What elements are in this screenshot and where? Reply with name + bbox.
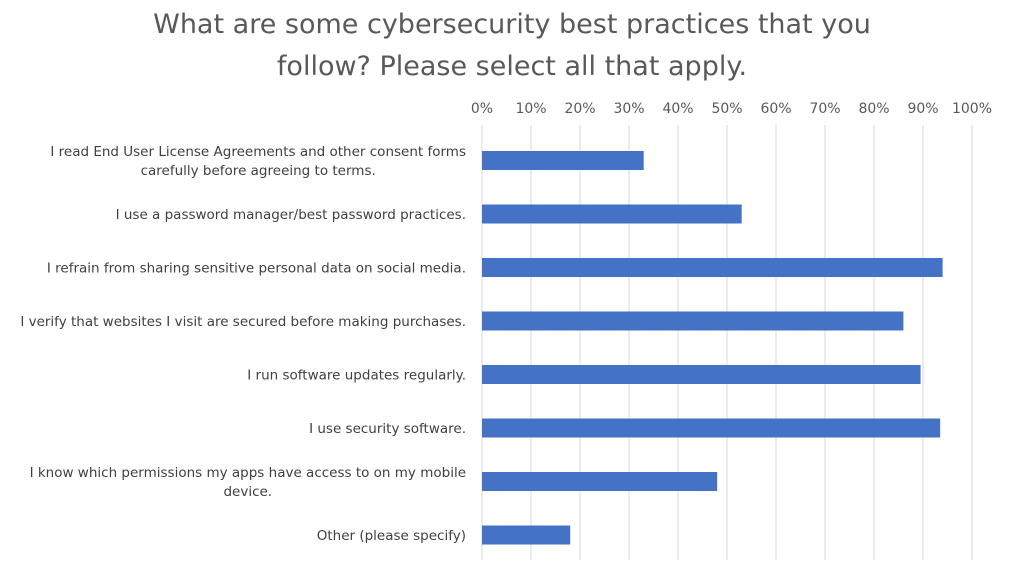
- x-tick-label: 70%: [809, 101, 840, 117]
- bar: [482, 311, 904, 331]
- category-label-line: I use security software.: [309, 421, 466, 437]
- bars: [482, 151, 943, 545]
- x-tick-label: 10%: [515, 101, 546, 117]
- category-label-line: device.: [223, 484, 272, 500]
- x-tick-label: 0%: [471, 101, 493, 117]
- x-tick-label: 60%: [760, 101, 791, 117]
- x-tick-label: 100%: [952, 101, 992, 117]
- x-tick-label: 80%: [858, 101, 889, 117]
- category-label-line: Other (please specify): [317, 528, 466, 544]
- chart-title: What are some cybersecurity best practic…: [0, 4, 1024, 88]
- bar: [482, 365, 921, 384]
- category-label-line: I know which permissions my apps have ac…: [30, 465, 466, 481]
- bar: [482, 525, 571, 545]
- category-label: I use security software.: [309, 421, 466, 437]
- category-label-line: I run software updates regularly.: [247, 368, 466, 384]
- x-tick-label: 40%: [662, 101, 693, 117]
- chart-title-line-1: What are some cybersecurity best practic…: [153, 9, 871, 40]
- category-label: I use a password manager/best password p…: [116, 207, 466, 223]
- category-labels: I read End User License Agreements and o…: [20, 144, 466, 544]
- x-tick-label: 50%: [711, 101, 742, 117]
- chart-title-line-2: follow? Please select all that apply.: [276, 51, 748, 82]
- category-label-line: I verify that websites I visit are secur…: [20, 314, 466, 330]
- bar: [482, 151, 644, 170]
- bar: [482, 418, 941, 438]
- category-label: Other (please specify): [317, 528, 466, 544]
- category-label-line: I read End User License Agreements and o…: [50, 144, 466, 160]
- x-axis-ticks: 0% 10% 20% 30% 40% 50% 60% 70% 80% 90% 100%: [471, 101, 992, 117]
- category-label-line: carefully before agreeing to terms.: [141, 163, 376, 179]
- bar: [482, 258, 943, 277]
- x-tick-label: 30%: [613, 101, 644, 117]
- x-tick-label: 20%: [564, 101, 595, 117]
- category-label: I run software updates regularly.: [247, 368, 466, 384]
- bar: [482, 204, 742, 224]
- category-label: I refrain from sharing sensitive persona…: [47, 261, 466, 277]
- category-label-line: I refrain from sharing sensitive persona…: [47, 261, 466, 277]
- bar: [482, 472, 718, 491]
- x-tick-label: 90%: [907, 101, 938, 117]
- category-label: I know which permissions my apps have ac…: [30, 465, 466, 500]
- category-label: I verify that websites I visit are secur…: [20, 314, 466, 330]
- category-label: I read End User License Agreements and o…: [50, 144, 466, 179]
- category-label-line: I use a password manager/best password p…: [116, 207, 466, 223]
- gridlines: [481, 125, 973, 560]
